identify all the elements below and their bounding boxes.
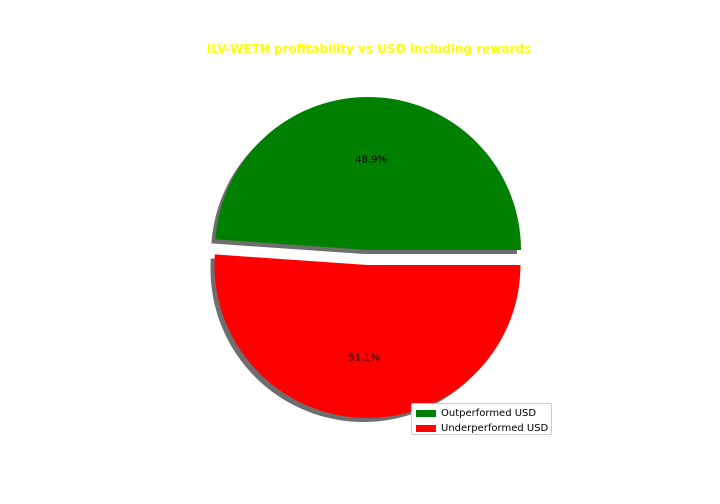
legend-item-underperformed: Underperformed USD xyxy=(416,421,551,436)
pie-slice-pct-label-0: 48.9% xyxy=(355,154,387,165)
pie-slice-1 xyxy=(214,254,521,418)
legend-label-outperformed: Outperformed USD xyxy=(441,408,537,419)
pie-slice-pct-label-1: 51.1% xyxy=(348,353,380,364)
legend-item-outperformed: Outperformed USD xyxy=(416,406,551,421)
legend-swatch-outperformed xyxy=(416,410,436,417)
pie-slice-0 xyxy=(215,96,521,250)
legend-label-underperformed: Underperformed USD xyxy=(441,423,549,434)
chart-legend: Outperformed USD Underperformed USD xyxy=(411,403,552,435)
legend-swatch-underperformed xyxy=(416,425,436,432)
chart-title: ILV-WETH profitability vs USD including … xyxy=(206,42,532,56)
